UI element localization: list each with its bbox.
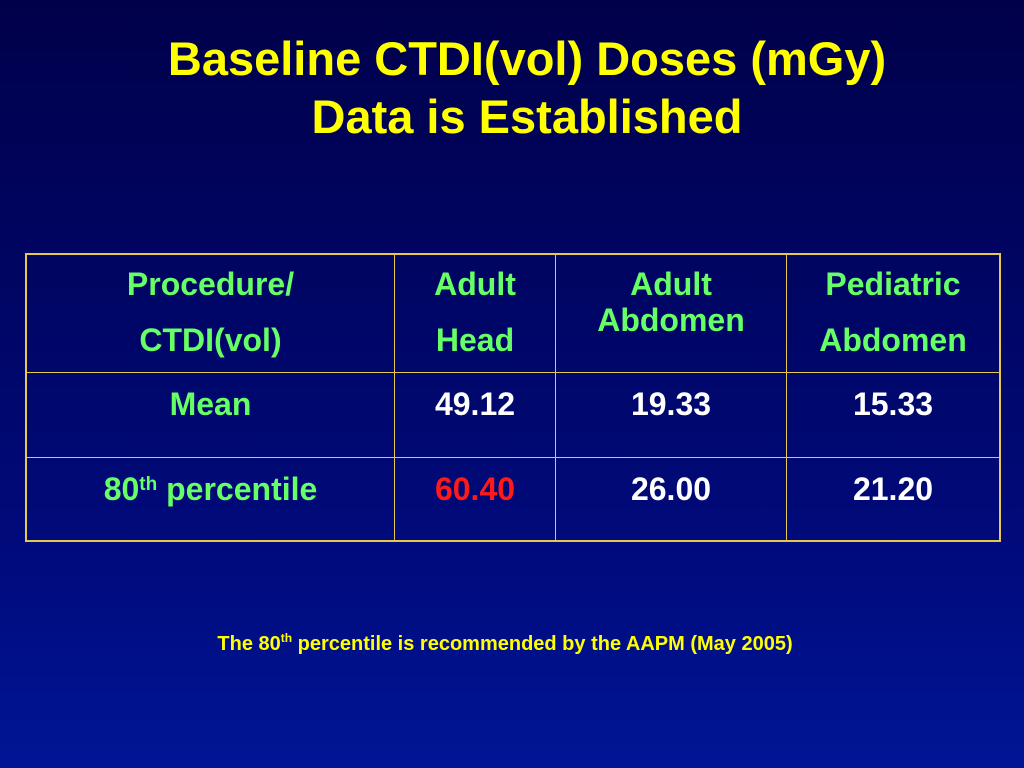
footnote-rest: percentile is recommended by the AAPM (M… <box>292 633 793 655</box>
table-row-80th-percentile: 80th percentile 60.40 26.00 21.20 <box>25 457 1001 542</box>
cell-mean-adult-head: 49.12 <box>394 372 556 458</box>
header-adult-abdomen: Adult Abdomen <box>555 253 787 373</box>
header-pediatric-abdomen: Pediatric Abdomen <box>786 253 1001 373</box>
dose-table: Procedure/ CTDI(vol) Adult Head Adult Ab… <box>25 253 1001 542</box>
header-adult-head: Adult Head <box>394 253 556 373</box>
footnote-ordinal-suffix: th <box>280 631 293 645</box>
cell-mean-adult-head-value: 49.12 <box>434 386 516 422</box>
cell-80th-adult-abdomen-value: 26.00 <box>630 471 712 507</box>
row-label-80th-percentile-text: 80th percentile <box>27 458 394 508</box>
row-label-mean: Mean <box>25 372 395 458</box>
cell-80th-adult-head: 60.40 <box>394 457 556 542</box>
cell-mean-adult-abdomen-value: 19.33 <box>630 386 712 422</box>
row-label-rest: percentile <box>157 471 318 507</box>
cell-mean-pediatric-abdomen-value: 15.33 <box>852 386 934 422</box>
table-header-row: Procedure/ CTDI(vol) Adult Head Adult Ab… <box>25 253 1001 373</box>
row-label-ordinal-suffix: th <box>139 474 158 495</box>
row-label-mean-text: Mean <box>169 386 252 422</box>
header-adult-abdomen-line-1: Adult <box>630 266 712 302</box>
cell-mean-adult-abdomen: 19.33 <box>555 372 787 458</box>
slide-title-line-1: Baseline CTDI(vol) Doses (mGy) <box>167 32 887 85</box>
footnote: The 80th percentile is recommended by th… <box>0 631 1010 656</box>
row-label-number: 80 <box>103 471 140 507</box>
dose-table-container: Procedure/ CTDI(vol) Adult Head Adult Ab… <box>25 253 1001 542</box>
cell-80th-pediatric-abdomen-value: 21.20 <box>852 471 934 507</box>
header-pediatric-abdomen-line-1: Pediatric <box>825 266 961 302</box>
header-procedure: Procedure/ CTDI(vol) <box>25 253 395 373</box>
cell-80th-pediatric-abdomen: 21.20 <box>786 457 1001 542</box>
cell-80th-adult-abdomen: 26.00 <box>555 457 787 542</box>
slide-title: Baseline CTDI(vol) Doses (mGy) Data is E… <box>0 30 1024 146</box>
header-adult-head-line-1: Adult <box>434 266 516 302</box>
header-procedure-line-1: Procedure/ <box>126 266 295 302</box>
cell-80th-adult-head-value: 60.40 <box>434 471 516 507</box>
table-row-mean: Mean 49.12 19.33 15.33 <box>25 372 1001 458</box>
header-adult-abdomen-line-2: Abdomen <box>597 302 745 338</box>
header-procedure-line-2: CTDI(vol) <box>139 322 282 358</box>
header-adult-head-line-2: Head <box>435 322 515 358</box>
row-label-80th-percentile: 80th percentile <box>25 457 395 542</box>
footnote-prefix: The 80 <box>217 633 281 655</box>
cell-mean-pediatric-abdomen: 15.33 <box>786 372 1001 458</box>
header-pediatric-abdomen-line-2: Abdomen <box>819 322 967 358</box>
slide-title-line-2: Data is Established <box>311 90 743 143</box>
